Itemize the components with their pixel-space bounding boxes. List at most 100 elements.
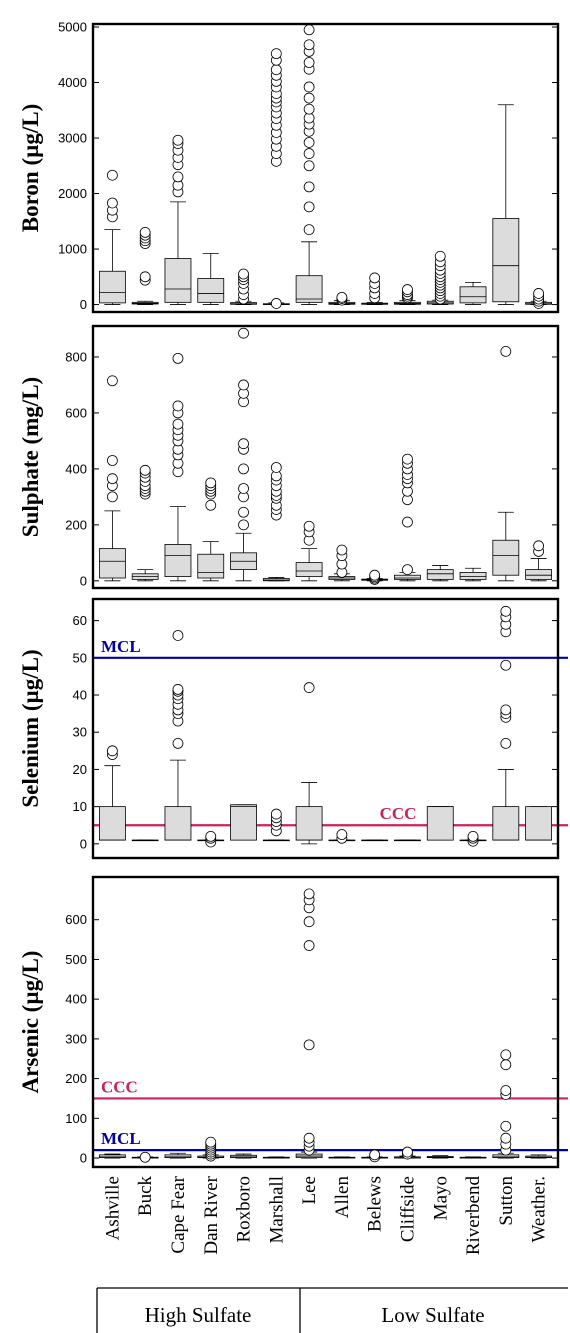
outlier-point: [303, 1132, 315, 1144]
outlier-point: [336, 544, 348, 556]
outlier-point: [106, 455, 118, 466]
category-label: Lee: [299, 1176, 320, 1204]
outlier-point: [106, 491, 118, 503]
outlier-point: [303, 24, 315, 36]
box-mayo: [426, 569, 454, 580]
outlier-point: [434, 250, 446, 262]
y-tick-label: 800: [65, 349, 87, 364]
outlier-point: [303, 148, 315, 159]
box-mayo: [426, 806, 454, 841]
outlier-point: [500, 1132, 512, 1144]
outlier-point: [172, 418, 184, 430]
outlier-point: [303, 92, 315, 104]
outlier-point: [303, 1039, 315, 1051]
y-tick-label: 3000: [58, 131, 87, 146]
y-tick-label: 600: [65, 405, 87, 420]
y-axis-label: Sulphate (mg/L): [18, 377, 43, 537]
outlier-point: [500, 704, 512, 716]
outlier-point: [402, 453, 413, 465]
outlier-point: [139, 226, 151, 238]
outlier-point: [270, 48, 282, 60]
box-ashville: [98, 548, 126, 579]
outlier-point: [238, 506, 249, 518]
box-ashville: [98, 1154, 126, 1159]
outlier-point: [139, 464, 151, 476]
box-weather: [525, 806, 553, 841]
outlier-point: [106, 745, 118, 757]
outlier-point: [270, 64, 282, 76]
reference-label-ccc: CCC: [380, 804, 417, 823]
outlier-point: [336, 829, 348, 840]
y-tick-label: 50: [73, 650, 87, 665]
outlier-point: [500, 1085, 512, 1096]
category-label: Marshall: [266, 1176, 287, 1244]
outlier-point: [238, 463, 249, 475]
box-sutton: [492, 539, 520, 576]
box-ashville: [98, 270, 126, 304]
outlier-point: [139, 271, 151, 283]
box-riverbend: [459, 572, 487, 580]
box-riverbend: [459, 286, 487, 304]
box-lee: [295, 275, 323, 303]
outlier-point: [303, 39, 315, 51]
outlier-point: [238, 483, 249, 494]
y-tick-label: 0: [80, 297, 87, 312]
group-label-high-sulfate: High Sulfate: [145, 1303, 252, 1327]
outlier-point: [303, 137, 315, 148]
outlier-point: [106, 375, 118, 387]
category-label: Belews: [365, 1176, 386, 1232]
category-label: Allen: [332, 1176, 353, 1219]
outlier-point: [106, 473, 118, 485]
outlier-point: [238, 268, 249, 280]
box-cliffside: [394, 574, 421, 580]
category-label: Cape Fear: [168, 1175, 189, 1253]
category-label: Ashville: [102, 1176, 123, 1240]
outlier-point: [336, 291, 348, 303]
outlier-point: [500, 1120, 512, 1132]
panel-frame: [91, 22, 560, 314]
box-sutton: [492, 806, 520, 841]
category-label: Weather.: [529, 1176, 550, 1243]
y-tick-label: 2000: [58, 186, 87, 201]
outlier-point: [500, 1059, 512, 1071]
reference-label-mcl: MCL: [101, 637, 141, 656]
category-label: Dan River: [201, 1175, 222, 1254]
outlier-point: [172, 684, 184, 695]
outlier-point: [172, 737, 184, 749]
y-tick-label: 400: [65, 461, 87, 476]
outlier-point: [270, 808, 282, 820]
y-tick-label: 10: [73, 799, 87, 814]
y-tick-label: 4000: [58, 75, 87, 90]
y-tick-label: 100: [65, 1111, 87, 1126]
box-capefear: [164, 258, 192, 303]
y-axis-label: Boron (µg/L): [18, 104, 43, 232]
box-roxboro: [230, 804, 257, 841]
outlier-point: [303, 940, 315, 951]
outlier-point: [303, 682, 315, 693]
box-danriver: [197, 278, 225, 303]
y-tick-label: 1000: [58, 242, 87, 257]
outlier-point: [172, 352, 184, 364]
outlier-point: [402, 516, 413, 528]
outlier-point: [303, 916, 315, 928]
category-label: Riverbend: [463, 1176, 484, 1256]
outlier-point: [238, 519, 249, 531]
y-tick-label: 300: [65, 1031, 87, 1046]
box-danriver: [197, 553, 225, 579]
box-capefear: [164, 1154, 192, 1159]
outlier-point: [533, 288, 545, 299]
outlier-point: [270, 462, 282, 473]
category-label: Mayo: [430, 1176, 451, 1220]
y-axis-label: Selenium (µg/L): [18, 649, 43, 807]
panel-frame: [91, 875, 560, 1169]
y-axis-label: Arsenic (µg/L): [18, 951, 43, 1094]
y-tick-label: 200: [65, 517, 87, 532]
reference-label-ccc: CCC: [101, 1077, 138, 1096]
outlier-point: [106, 169, 118, 181]
reference-label-mcl: MCL: [101, 1129, 141, 1148]
y-tick-label: 40: [73, 688, 87, 703]
category-label: Sutton: [496, 1176, 517, 1226]
outlier-point: [369, 1149, 381, 1161]
outlier-point: [270, 298, 282, 309]
box-capefear: [164, 806, 192, 841]
